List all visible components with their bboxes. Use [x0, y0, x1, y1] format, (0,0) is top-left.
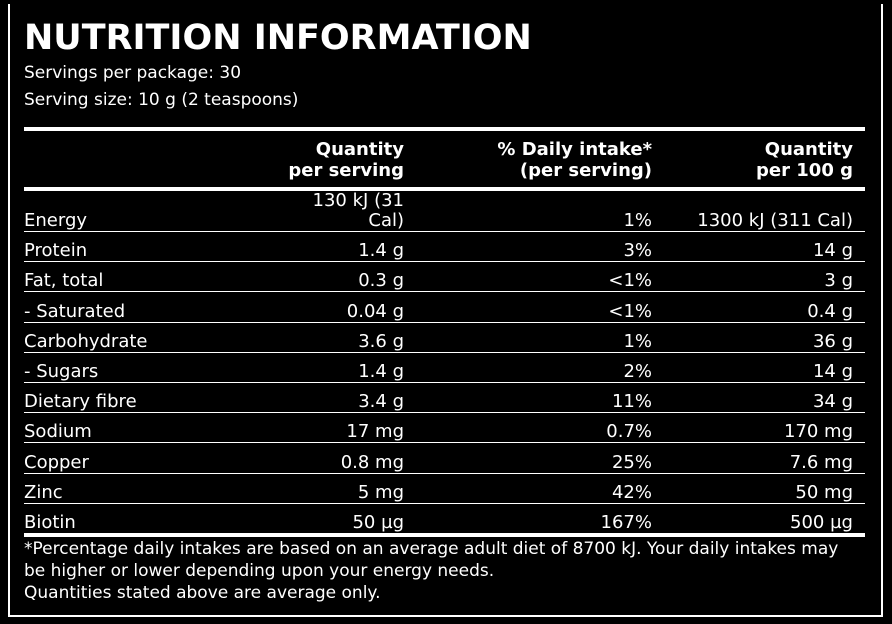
per-serving-value: 3.6 g: [274, 322, 416, 353]
per-100g-value: 3 g: [664, 261, 865, 293]
daily-intake-value: <1%: [416, 261, 664, 293]
table-row: Zinc 5 mg 42% 50 mg: [24, 473, 865, 504]
per-serving-value: 130 kJ (31 Cal): [274, 189, 416, 232]
nutrient-name: Dietary fibre: [24, 382, 274, 414]
per-100g-value: 34 g: [664, 382, 865, 414]
daily-intake-value: 167%: [416, 503, 664, 537]
nutrient-name: Sodium: [24, 412, 274, 444]
nutrient-name: - Saturated: [24, 291, 274, 323]
header-nutrient: [24, 127, 274, 191]
serving-size: Serving size: 10 g (2 teaspoons): [24, 90, 299, 110]
table-row: Sodium 17 mg 0.7% 170 mg: [24, 412, 865, 444]
footnote-average: Quantities stated above are average only…: [24, 583, 381, 603]
daily-intake-value: 42%: [416, 473, 664, 504]
nutrient-name: - Sugars: [24, 352, 274, 383]
table-row: Carbohydrate 3.6 g 1% 36 g: [24, 322, 865, 353]
nutrient-name: Carbohydrate: [24, 322, 274, 353]
per-serving-value: 1.4 g: [274, 231, 416, 263]
table-row: Fat, total 0.3 g <1% 3 g: [24, 261, 865, 293]
table-row: Protein 1.4 g 3% 14 g: [24, 231, 865, 263]
per-serving-value: 0.3 g: [274, 261, 416, 293]
nutrient-name: Copper: [24, 442, 274, 474]
nutrient-name: Protein: [24, 231, 274, 263]
header-daily-intake: % Daily intake* (per serving): [416, 127, 664, 191]
table-row: - Saturated 0.04 g <1% 0.4 g: [24, 291, 865, 323]
footnote: *Percentage daily intakes are based on a…: [24, 538, 864, 604]
table-row: Energy 130 kJ (31 Cal) 1% 1300 kJ (311 Cal): [24, 189, 865, 232]
header-per-serving: Quantity per serving: [274, 127, 416, 191]
daily-intake-value: 0.7%: [416, 412, 664, 444]
table-row: - Sugars 1.4 g 2% 14 g: [24, 352, 865, 383]
per-serving-value: 17 mg: [274, 412, 416, 444]
per-100g-value: 0.4 g: [664, 291, 865, 323]
panel-border: [8, 4, 883, 617]
daily-intake-value: 1%: [416, 189, 664, 232]
nutrient-name: Biotin: [24, 503, 274, 537]
per-100g-value: 14 g: [664, 352, 865, 383]
per-100g-value: 7.6 mg: [664, 442, 865, 474]
panel-title: NUTRITION INFORMATION: [24, 18, 532, 58]
table-row: Dietary fibre 3.4 g 11% 34 g: [24, 382, 865, 414]
servings-per-package: Servings per package: 30: [24, 63, 242, 83]
per-100g-value: 14 g: [664, 231, 865, 263]
header-per-100g: Quantity per 100 g: [664, 127, 865, 191]
per-serving-value: 5 mg: [274, 473, 416, 504]
per-serving-value: 0.8 mg: [274, 442, 416, 474]
per-100g-value: 170 mg: [664, 412, 865, 444]
per-serving-value: 0.04 g: [274, 291, 416, 323]
nutrient-name: Zinc: [24, 473, 274, 504]
daily-intake-value: 1%: [416, 322, 664, 353]
daily-intake-value: 25%: [416, 442, 664, 474]
nutrition-table: Quantity per serving % Daily intake* (per …: [24, 127, 865, 537]
nutrient-name: Fat, total: [24, 261, 274, 293]
table-header: Quantity per serving % Daily intake* (per …: [24, 127, 865, 191]
footnote-daily-intake: *Percentage daily intakes are based on a…: [24, 539, 839, 581]
per-100g-value: 1300 kJ (311 Cal): [664, 189, 865, 232]
per-serving-value: 3.4 g: [274, 382, 416, 414]
per-100g-value: 500 µg: [664, 503, 865, 537]
table-row: Biotin 50 µg 167% 500 µg: [24, 503, 865, 537]
daily-intake-value: 11%: [416, 382, 664, 414]
per-serving-value: 1.4 g: [274, 352, 416, 383]
per-100g-value: 50 mg: [664, 473, 865, 504]
daily-intake-value: <1%: [416, 291, 664, 323]
nutrient-name: Energy: [24, 189, 274, 232]
table-row: Copper 0.8 mg 25% 7.6 mg: [24, 442, 865, 474]
per-serving-value: 50 µg: [274, 503, 416, 537]
daily-intake-value: 3%: [416, 231, 664, 263]
per-100g-value: 36 g: [664, 322, 865, 353]
daily-intake-value: 2%: [416, 352, 664, 383]
